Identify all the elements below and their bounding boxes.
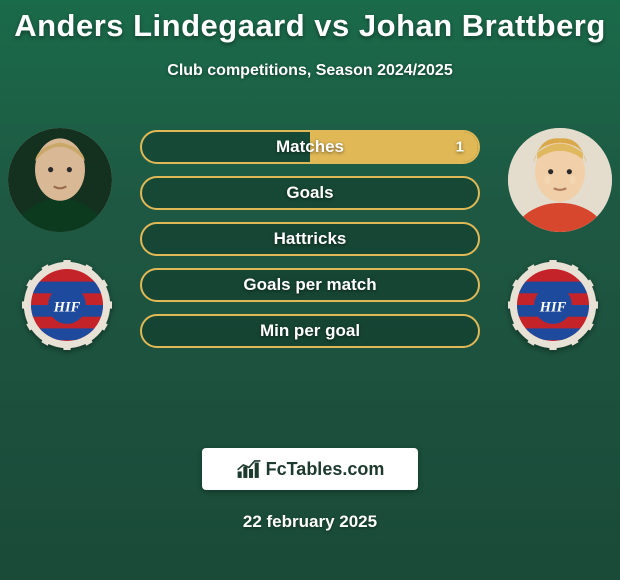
comparison-panel: HIF [0, 120, 620, 440]
crest-text: HIF [539, 299, 567, 315]
stat-row: Goals [140, 176, 480, 210]
stat-label: Hattricks [274, 229, 347, 249]
club-crest-right: HIF [508, 260, 598, 350]
page-title: Anders Lindegaard vs Johan Brattberg [0, 0, 620, 44]
player-left-face-icon [8, 128, 112, 232]
stat-bars: Matches 1 Goals Hattricks Goals per match Min… [140, 130, 480, 360]
stat-label: Matches [276, 137, 344, 157]
stat-label: Min per goal [260, 321, 360, 341]
stat-row: Min per goal [140, 314, 480, 348]
stat-row: Matches 1 [140, 130, 480, 164]
player-right-avatar [508, 128, 612, 232]
player-right-face-icon [508, 128, 612, 232]
stat-label: Goals per match [243, 275, 376, 295]
subtitle: Club competitions, Season 2024/2025 [0, 62, 620, 80]
player-left-avatar [8, 128, 112, 232]
branding-badge: FcTables.com [202, 448, 418, 490]
chart-icon [236, 458, 262, 480]
crest-icon: HIF [508, 260, 598, 350]
date-text: 22 february 2025 [0, 512, 620, 532]
stat-label: Goals [286, 183, 333, 203]
stat-row: Hattricks [140, 222, 480, 256]
crest-icon: HIF [22, 260, 112, 350]
stat-value-right: 1 [456, 139, 464, 156]
stat-row: Goals per match [140, 268, 480, 302]
club-crest-left: HIF [22, 260, 112, 350]
crest-text: HIF [53, 299, 81, 315]
branding-text: FcTables.com [266, 459, 385, 480]
